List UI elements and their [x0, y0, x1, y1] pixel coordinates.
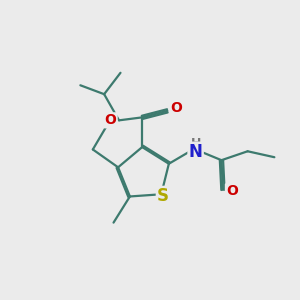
Text: S: S — [157, 187, 169, 205]
Text: H: H — [190, 137, 201, 150]
Text: O: O — [170, 101, 182, 115]
Text: O: O — [226, 184, 238, 198]
Text: N: N — [189, 143, 202, 161]
Text: O: O — [105, 113, 117, 127]
